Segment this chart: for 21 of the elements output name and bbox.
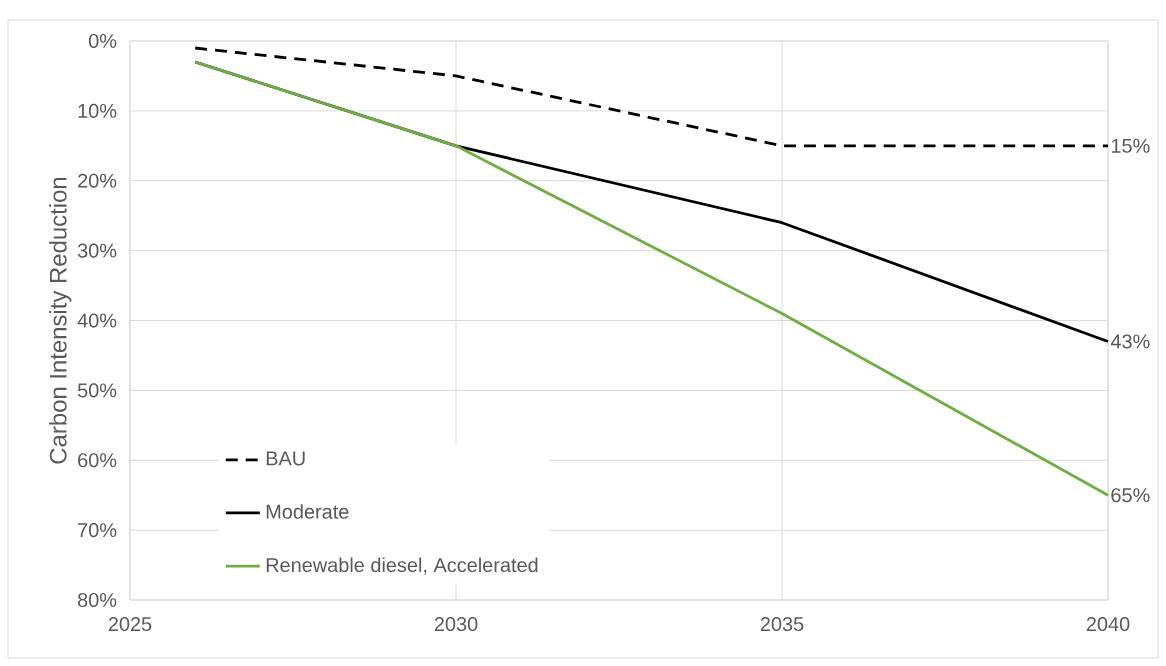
data-label: 15% bbox=[1111, 138, 1150, 153]
x-tick-label: 2035 bbox=[760, 617, 804, 632]
y-tick-label: 10% bbox=[78, 103, 117, 118]
y-tick-label: 30% bbox=[77, 243, 117, 258]
y-tick-label: 50% bbox=[77, 383, 117, 398]
legend-label: Renewable diesel, Accelerated bbox=[266, 557, 538, 575]
x-tick-label: 2040 bbox=[1086, 617, 1130, 632]
y-tick-label: 70% bbox=[78, 523, 117, 538]
y-tick-label: 20% bbox=[78, 173, 117, 188]
legend-label: Moderate bbox=[266, 504, 349, 519]
data-label: 43% bbox=[1110, 334, 1150, 349]
y-tick-label: 80% bbox=[77, 592, 117, 608]
y-tick-label: 0% bbox=[88, 33, 117, 49]
y-axis-title: Carbon Intensity Reduction bbox=[49, 177, 72, 464]
x-tick-label: 2030 bbox=[434, 617, 478, 632]
line-series bbox=[193, 60, 1110, 497]
legend-label: BAU bbox=[266, 451, 305, 466]
data-label: 65% bbox=[1111, 488, 1150, 503]
x-tick-label: 2025 bbox=[108, 617, 152, 632]
y-tick-label: 40% bbox=[77, 313, 117, 328]
y-tick-label: 60% bbox=[78, 453, 117, 468]
